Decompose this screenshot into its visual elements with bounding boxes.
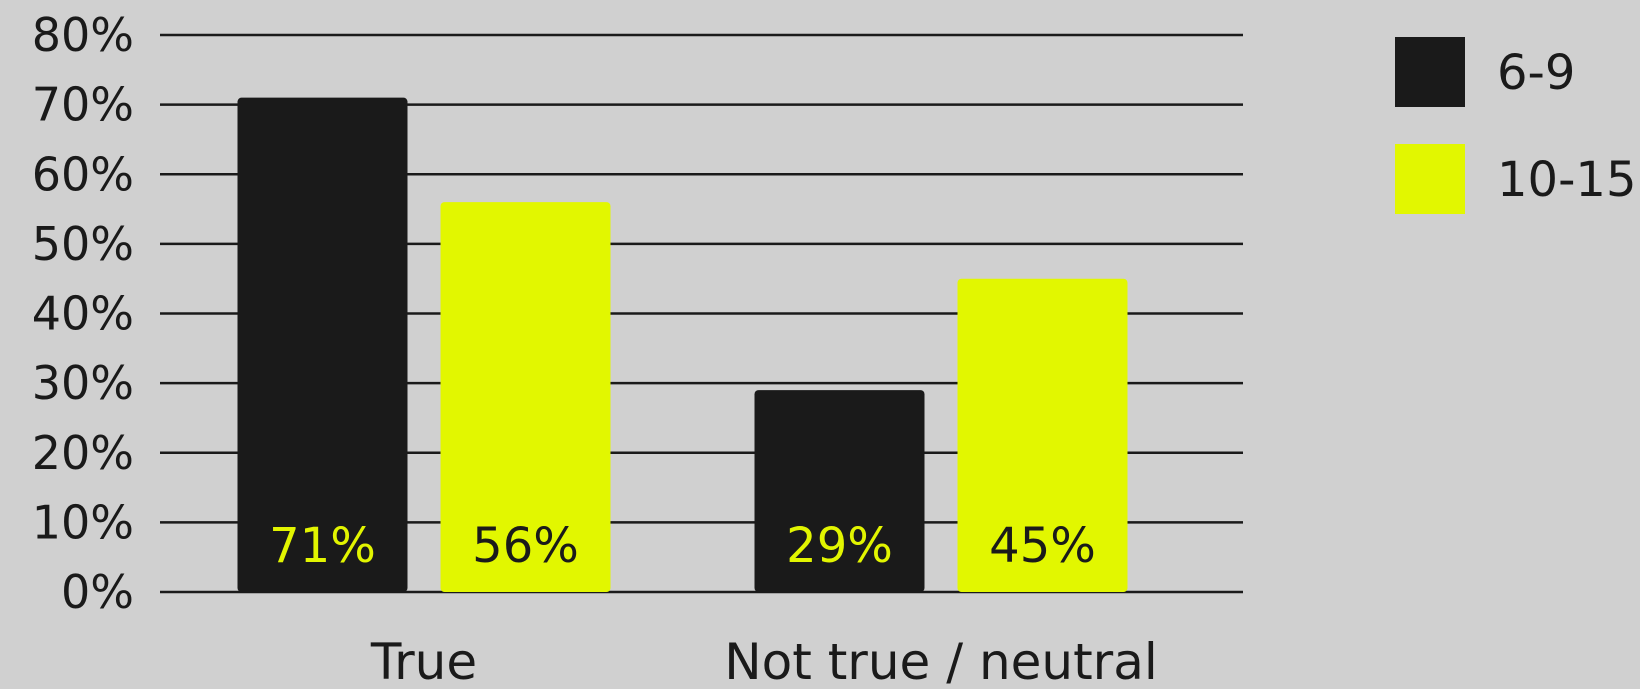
y-tick-label: 60% [32,147,134,201]
data-labels: 71% 56% 29% 45% [269,518,1096,574]
legend-label: 10-15 [1497,152,1636,208]
bar-10-15-not-true-neutral [957,278,1128,592]
y-tick-label: 80% [32,8,134,62]
legend-label: 6-9 [1497,45,1575,101]
y-axis-tick-labels: 0% 10% 20% 30% 40% 50% 60% 70% 80% [32,8,134,619]
y-tick-label: 10% [32,495,134,549]
legend-swatch [1395,37,1465,107]
data-label: 45% [989,518,1096,574]
bars [237,97,1128,592]
data-label: 29% [786,518,893,574]
y-tick-label: 70% [32,78,134,132]
category-label: True [370,633,477,689]
category-label: Not true / neutral [724,633,1158,689]
bar-10-15-true [440,202,611,592]
y-tick-label: 50% [32,217,134,271]
bar-6-9-true [237,97,408,592]
legend-swatch [1395,144,1465,214]
y-tick-label: 30% [32,356,134,410]
data-label: 56% [472,518,579,574]
legend: 6-9 10-15 [1395,37,1636,214]
y-tick-label: 0% [61,565,134,619]
y-tick-label: 20% [32,426,134,480]
category-labels: True Not true / neutral [370,633,1158,689]
bar-6-9-not-true-neutral [754,390,925,592]
data-label: 71% [269,518,376,574]
y-tick-label: 40% [32,287,134,341]
